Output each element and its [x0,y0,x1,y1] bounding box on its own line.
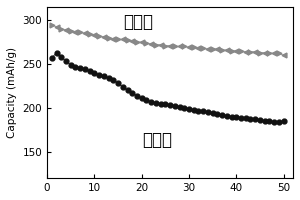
Text: 掺杂前: 掺杂前 [142,131,172,149]
Y-axis label: Capacity (mAh/g): Capacity (mAh/g) [7,47,17,138]
Text: 掺杂后: 掺杂后 [123,13,153,31]
